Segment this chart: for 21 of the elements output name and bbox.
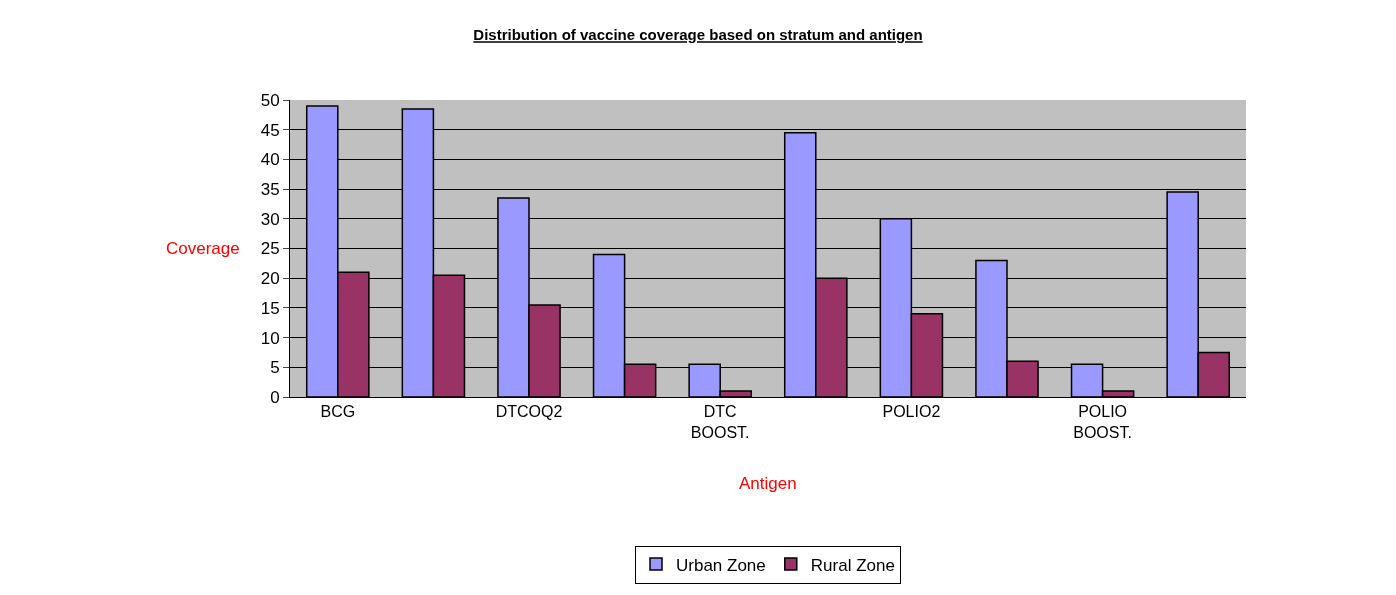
chart-title: Distribution of vaccine coverage based on stratum and antigen: [473, 26, 923, 44]
x-tick-label: DTCOQ2: [495, 403, 563, 421]
y-tick-label: 45: [260, 120, 280, 140]
y-tick-label: 50: [260, 90, 280, 110]
x-tick-label: DTC BOOST.: [690, 403, 750, 441]
x-tick-label: POLIO2: [882, 403, 941, 421]
y-tick-label: 5: [270, 358, 280, 378]
y-tick-label: 40: [260, 150, 280, 170]
legend-label: Rural Zone: [810, 555, 895, 575]
x-tick-label: POLIO BOOST.: [1073, 403, 1132, 441]
x-axis-title: Antigen: [739, 474, 797, 493]
y-tick-label: 35: [260, 180, 280, 200]
y-axis-title: Coverage: [166, 239, 240, 258]
y-tick-label: 15: [260, 298, 280, 318]
legend-label: Urban Zone: [676, 555, 766, 575]
y-tick-label: 0: [270, 387, 280, 407]
y-tick-label: 25: [260, 239, 280, 259]
y-tick-label: 30: [260, 209, 280, 229]
y-tick-label: 20: [260, 269, 280, 289]
x-tick-label: BCG: [320, 403, 356, 421]
y-tick-label: 10: [260, 328, 280, 348]
